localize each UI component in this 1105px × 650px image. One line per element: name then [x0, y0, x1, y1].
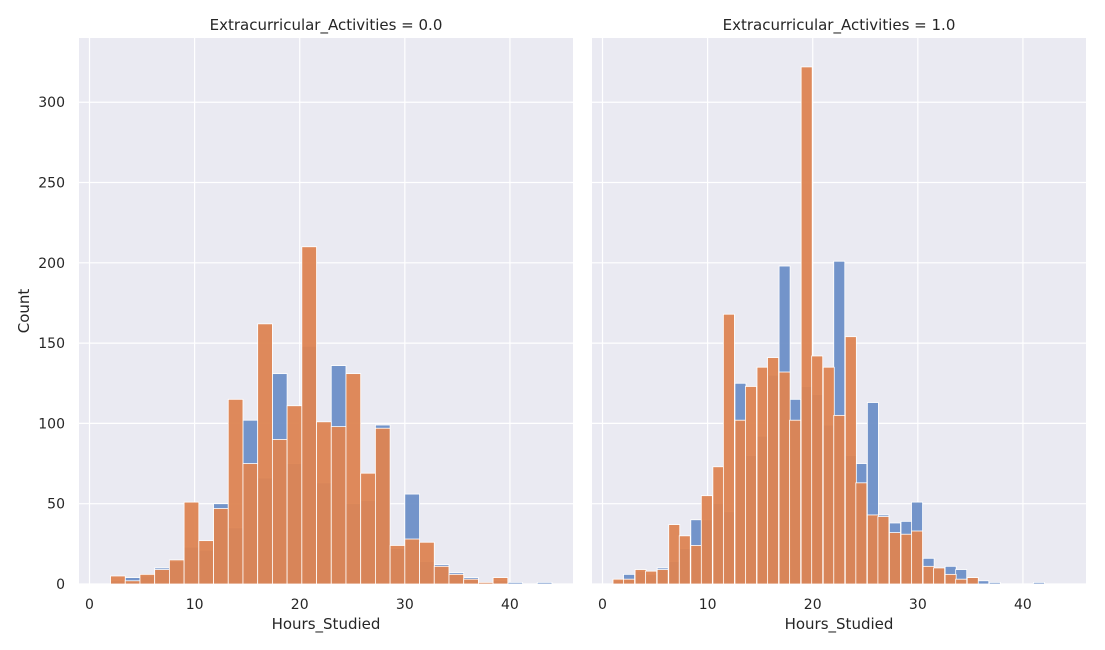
x-tick-label: 0: [85, 597, 94, 613]
histogram-bar: [722, 313, 735, 585]
histogram-bar: [977, 580, 990, 585]
histogram-bar: [404, 538, 420, 585]
histogram-bar: [855, 482, 868, 585]
histogram-bar: [227, 398, 244, 585]
histogram-bar: [966, 577, 979, 585]
histogram-bar: [778, 371, 791, 585]
histogram-bar: [900, 533, 913, 585]
histogram-bar: [463, 578, 479, 585]
x-tick-label: 20: [804, 597, 822, 613]
histogram-bar: [889, 532, 901, 585]
histogram-bar: [507, 581, 523, 585]
histogram-bar: [690, 545, 703, 585]
x-tick-label: 0: [598, 597, 607, 613]
x-axis-label: Hours_Studied: [785, 615, 894, 634]
x-tick-label: 10: [699, 597, 717, 613]
histogram-bar: [271, 439, 288, 585]
histogram-bar: [612, 578, 625, 585]
histogram-bar: [316, 421, 332, 585]
histogram-bar: [360, 472, 376, 585]
x-tick-label: 30: [396, 597, 414, 613]
facet-panel-1: 0 10 20 30 40 Extracurricular_Activities = 1.…: [592, 16, 1086, 634]
y-tick-label: 300: [38, 95, 65, 111]
histogram-bar: [139, 573, 156, 585]
histogram-bar: [656, 569, 669, 585]
histogram-bar: [242, 463, 259, 585]
histogram-bar: [745, 386, 757, 585]
x-tick-label: 40: [501, 597, 519, 613]
x-tick-label: 10: [186, 597, 204, 613]
histogram-bar: [988, 581, 1001, 585]
histogram-bar: [168, 559, 185, 585]
histogram-bar: [822, 366, 835, 585]
y-tick-label: 200: [38, 256, 65, 272]
histogram-bar: [257, 323, 273, 585]
histogram-bar: [645, 570, 658, 585]
facet-title: Extracurricular_Activities = 0.0: [210, 16, 443, 35]
histogram-bar: [492, 577, 509, 585]
histogram-bar: [877, 516, 890, 585]
histogram-bar: [1033, 581, 1045, 585]
histogram-bar: [678, 535, 691, 585]
histogram-bar: [478, 581, 494, 585]
histogram-bar: [955, 578, 968, 585]
histogram-bar: [933, 567, 946, 585]
histogram-series-1: [612, 66, 979, 585]
histogram-bar: [389, 545, 406, 585]
y-tick-label: 50: [47, 497, 65, 513]
histogram-bar: [448, 573, 465, 585]
histogram-bar: [811, 355, 824, 585]
histogram-bar: [922, 565, 935, 585]
histogram-bar: [712, 466, 725, 585]
histogram-bar: [213, 508, 229, 585]
histogram-bar: [866, 514, 879, 585]
y-tick-label: 250: [38, 176, 65, 192]
histogram-bar: [756, 366, 769, 585]
histogram-bar: [767, 357, 779, 585]
histogram-bar: [634, 569, 647, 585]
histogram-bar: [198, 540, 214, 585]
histogram-series-1: [110, 246, 509, 585]
histogram-bar: [345, 373, 362, 585]
y-tick-label: 100: [38, 416, 65, 432]
y-tick-label: 150: [38, 336, 65, 352]
histogram-bar: [623, 578, 635, 585]
histogram-bar: [183, 501, 200, 585]
histogram-bar: [330, 426, 347, 585]
histogram-bar: [833, 414, 846, 585]
histogram-bar: [844, 336, 857, 585]
histogram-bar: [734, 419, 747, 585]
histogram-bar: [944, 573, 957, 585]
y-tick-label: 0: [56, 577, 65, 593]
histogram-bar: [110, 575, 126, 585]
y-axis-label: Count: [15, 289, 33, 334]
histogram-bar: [419, 541, 435, 585]
histogram-bar: [301, 246, 317, 585]
x-tick-label: 20: [291, 597, 309, 613]
histogram-bar: [154, 569, 170, 585]
facet-title: Extracurricular_Activities = 1.0: [723, 16, 956, 35]
histogram-bar: [536, 581, 553, 585]
histogram-bar: [700, 495, 713, 585]
histogram-bar: [911, 530, 923, 585]
x-axis-label: Hours_Studied: [272, 615, 381, 634]
histogram-bar: [286, 405, 303, 585]
histogram-bar: [374, 427, 391, 585]
histogram-bar: [668, 524, 681, 585]
histogram-bar: [800, 66, 813, 585]
histogram-bar: [124, 580, 141, 585]
histogram-bar: [433, 565, 450, 585]
x-tick-label: 30: [909, 597, 927, 613]
x-tick-label: 40: [1014, 597, 1032, 613]
facet-panel-0: 0 10 20 30 40 0 50 100 150 200 250 300 Extracurricul…: [15, 16, 573, 634]
histogram-bar: [789, 419, 802, 585]
